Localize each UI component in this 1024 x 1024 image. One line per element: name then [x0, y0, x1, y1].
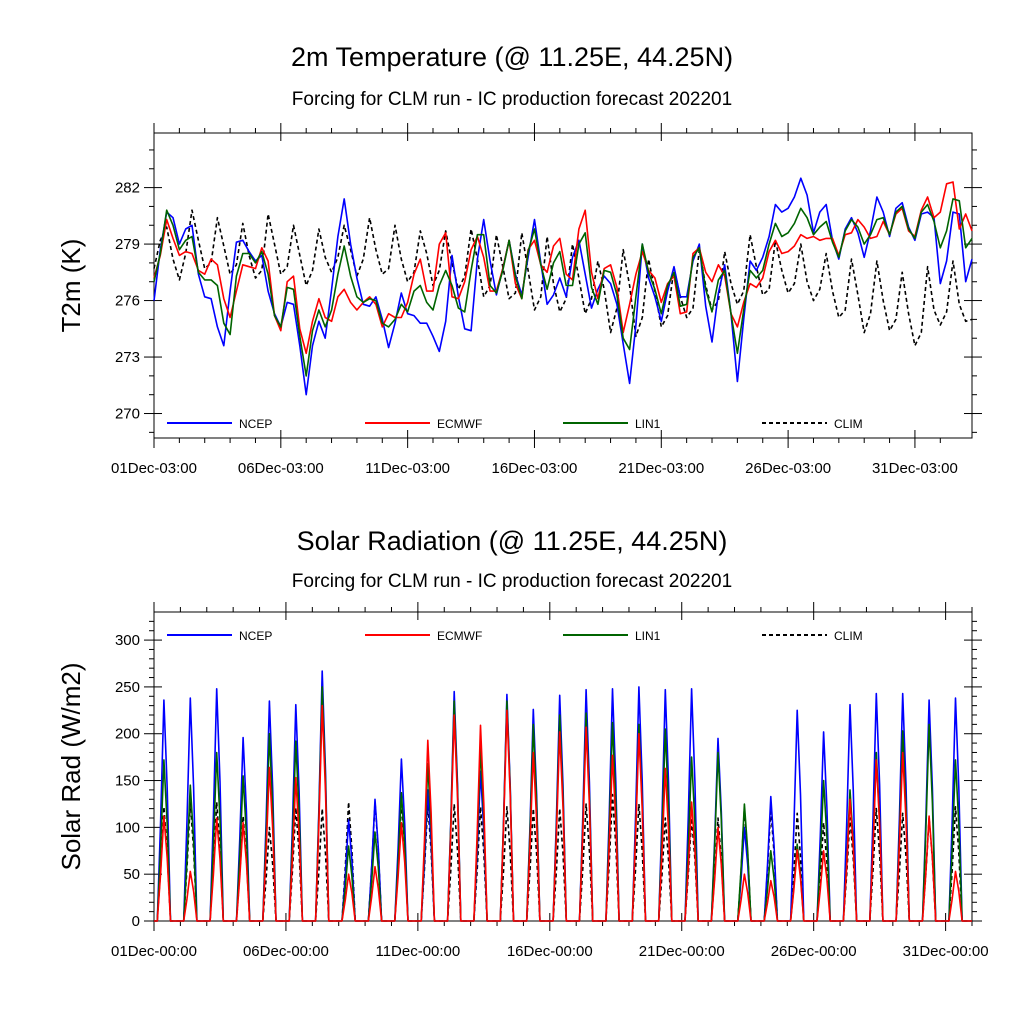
x-tick-label: 06Dec-00:00 [243, 943, 329, 960]
legend-label-clim: CLIM [834, 629, 863, 643]
legend-label-ecmwf: ECMWF [437, 417, 482, 431]
x-tick-label: 21Dec-00:00 [639, 943, 725, 960]
y-tick-label: 270 [115, 406, 140, 423]
legend-label-lin1: LIN1 [635, 629, 661, 643]
y-tick-label: 150 [115, 773, 140, 790]
legend-label-lin1: LIN1 [635, 417, 661, 431]
temperature-panel: 2m Temperature (@ 11.25E, 44.25N) Forcin… [290, 42, 734, 110]
legend-label-ncep: NCEP [239, 629, 272, 643]
y-tick-label: 276 [115, 293, 140, 310]
y-tick-label: 200 [115, 726, 140, 743]
x-tick-label: 16Dec-00:00 [507, 943, 593, 960]
y-tick-label: 0 [132, 913, 140, 930]
y-tick-label: 282 [115, 180, 140, 197]
plot-frame [153, 132, 973, 439]
series-line-ncep [153, 177, 973, 396]
y-tick-label: 279 [115, 236, 140, 253]
y-tick-label: 250 [115, 679, 140, 696]
chart-title: Solar Radiation (@ 11.25E, 44.25N) [296, 526, 728, 556]
x-tick-label: 06Dec-03:00 [238, 460, 324, 477]
x-tick-label: 11Dec-03:00 [365, 460, 450, 477]
series-line-clim [153, 209, 973, 347]
temperature-chart: 01Dec-03:00 06Dec-03:00 11Dec-03:00 16Dec-0… [56, 123, 982, 477]
chart-title: 2m Temperature (@ 11.25E, 44.25N) [290, 42, 734, 72]
x-tick-label: 11Dec-00:00 [375, 943, 460, 960]
x-tick-label: 26Dec-00:00 [771, 943, 857, 960]
solar-radiation-panel: Solar Radiation (@ 11.25E, 44.25N) Forci… [0, 488, 1024, 1000]
series-line-ecmwf [154, 704, 972, 922]
x-tick-label: 31Dec-00:00 [903, 943, 989, 960]
series-line-lin1 [153, 198, 973, 377]
legend-label-ncep: NCEP [239, 417, 272, 431]
y-tick-label: 100 [115, 819, 140, 836]
plot-frame [153, 611, 973, 922]
x-tick-label: 16Dec-03:00 [492, 460, 578, 477]
x-tick-label: 31Dec-03:00 [872, 460, 958, 477]
chart-subtitle: Forcing for CLM run - IC production fore… [291, 571, 733, 592]
y-tick-label: 273 [115, 349, 140, 366]
series-line-ecmwf [153, 181, 973, 355]
y-tick-label: 50 [123, 866, 140, 883]
y-axis-label: T2m (K) [56, 239, 86, 333]
chart-subtitle: Forcing for CLM run - IC production fore… [291, 89, 733, 110]
x-tick-label: 01Dec-03:00 [111, 460, 197, 477]
legend-label-ecmwf: ECMWF [437, 629, 482, 643]
legend-label-clim: CLIM [834, 417, 863, 431]
solar-radiation-chart: 01Dec-00:00 06Dec-00:00 11Dec-00:00 16Dec-0… [56, 602, 989, 960]
y-axis-label: Solar Rad (W/m2) [56, 662, 86, 870]
y-tick-label: 300 [115, 632, 140, 649]
x-tick-label: 26Dec-03:00 [745, 460, 831, 477]
x-tick-label: 01Dec-00:00 [111, 943, 197, 960]
x-tick-label: 21Dec-03:00 [618, 460, 704, 477]
